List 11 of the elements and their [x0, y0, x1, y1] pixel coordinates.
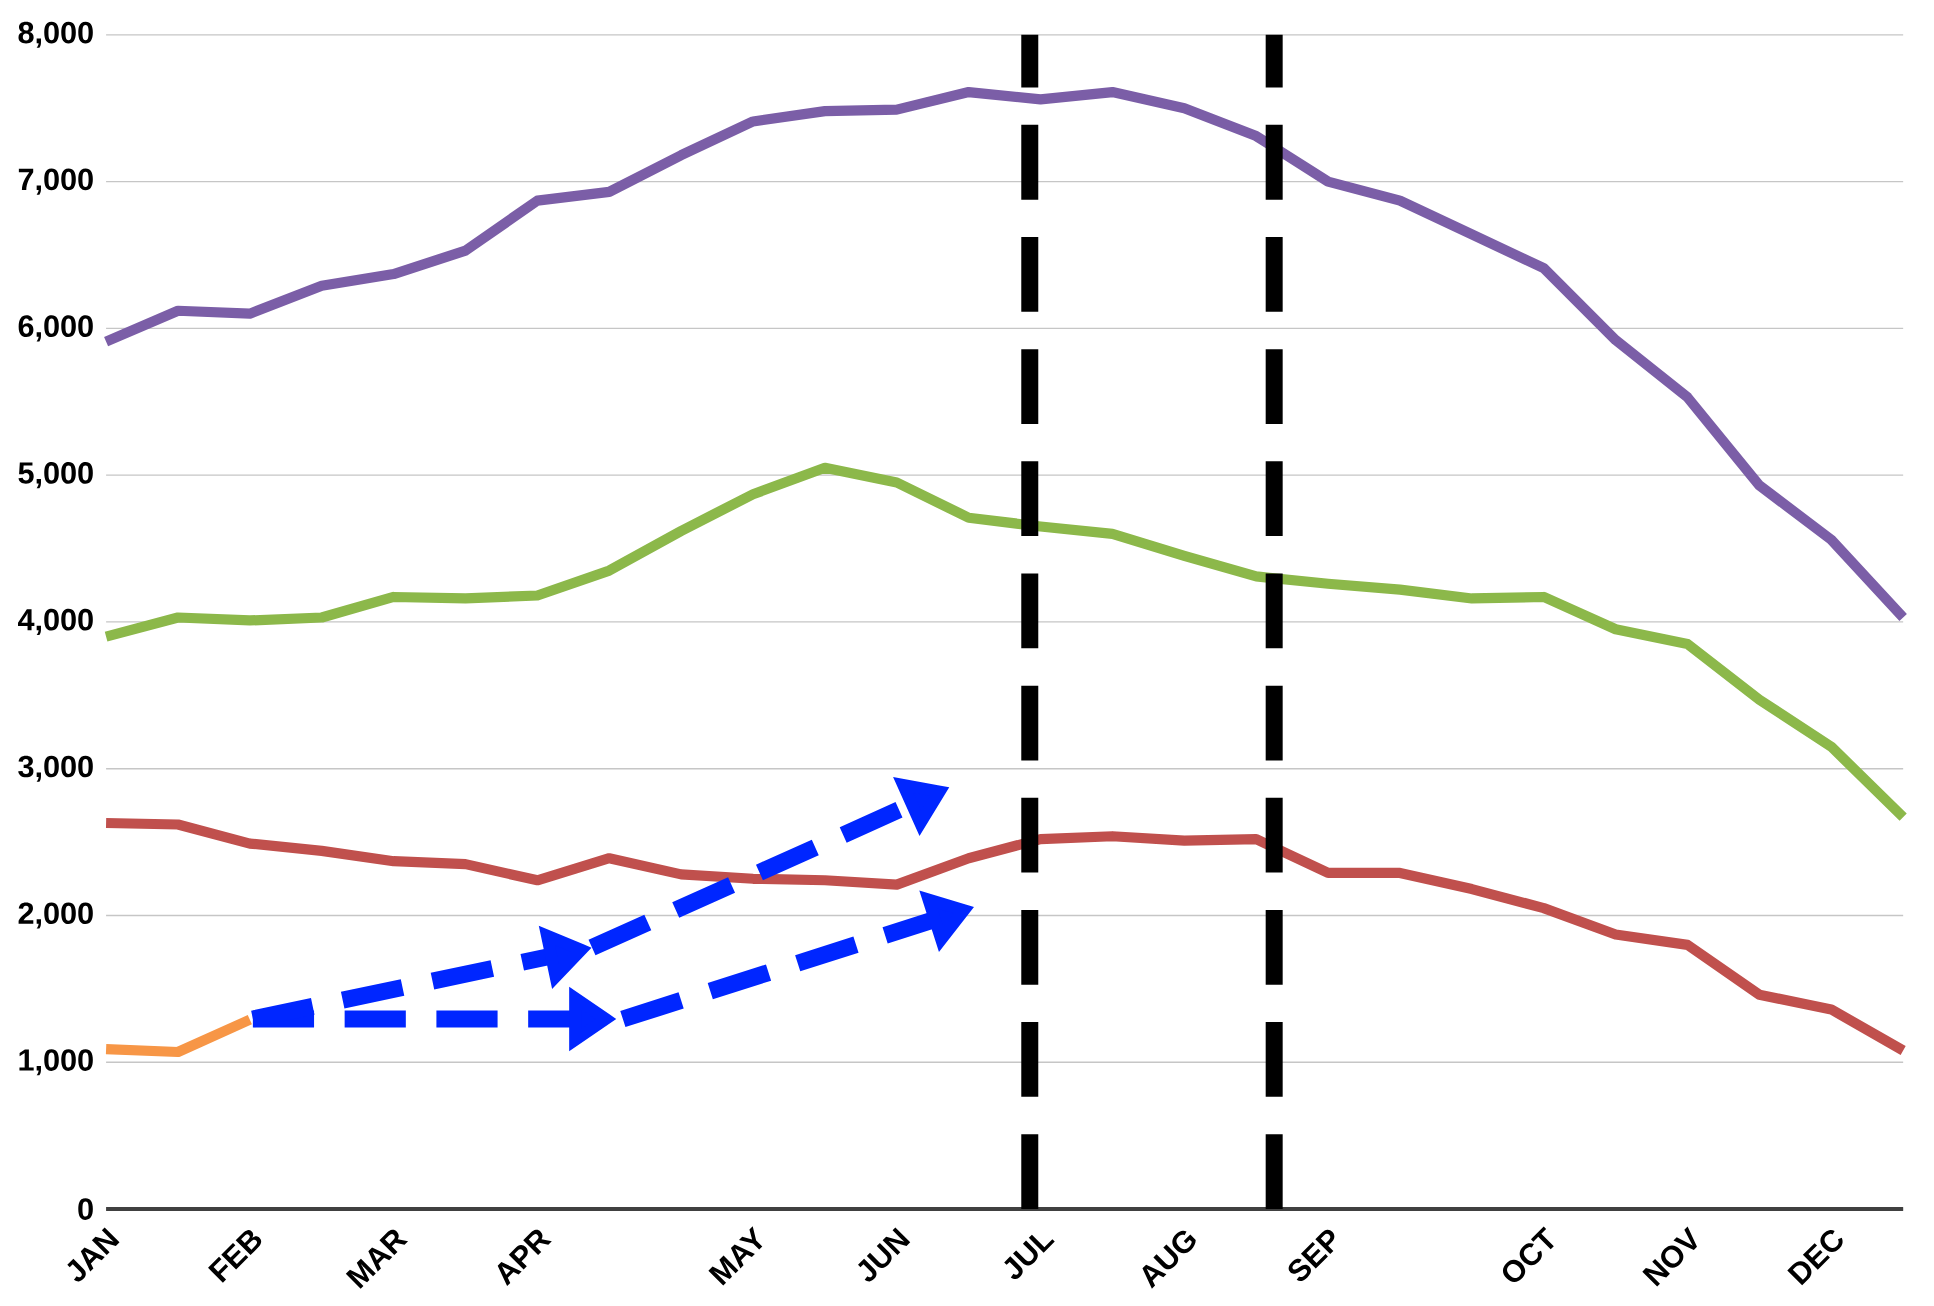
x-tick-label: JUL: [1004, 1234, 1055, 1279]
y-tick-label: 0: [78, 1198, 93, 1220]
y-tick-label: 2,000: [18, 902, 93, 929]
y-tick-label: 5,000: [18, 462, 93, 489]
x-tick-label: SEP: [1288, 1229, 1335, 1281]
y-tick-label: 4,000: [18, 608, 93, 635]
y-tick-label: 7,000: [18, 168, 93, 195]
y-tick-label: 1,000: [19, 1049, 93, 1076]
y-tick-label: 8,000: [18, 21, 93, 48]
y-tick-label: 3,000: [18, 755, 93, 782]
y-tick-label: 6,000: [18, 315, 93, 342]
